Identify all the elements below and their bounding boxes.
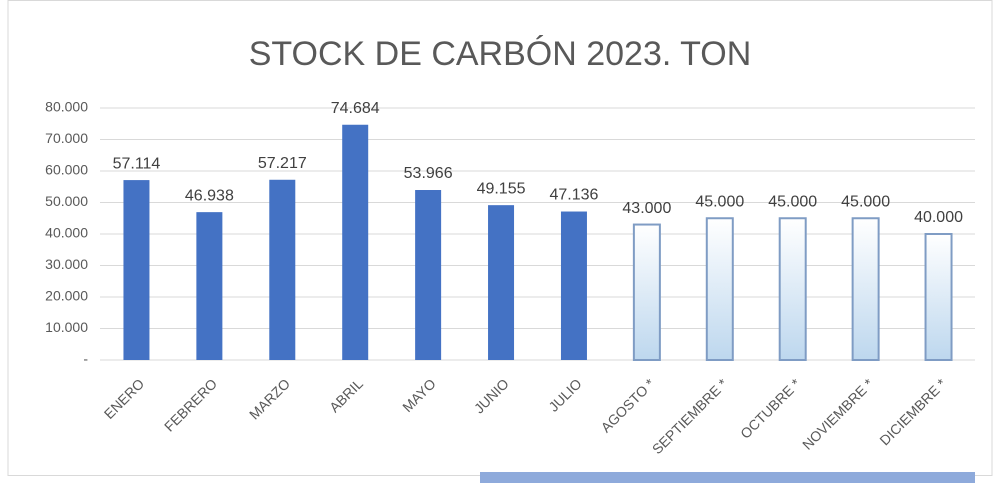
value-label: 46.938 xyxy=(185,187,234,204)
y-tick-label: 50.000 xyxy=(45,193,88,209)
bar xyxy=(924,233,953,361)
value-label: 40.000 xyxy=(914,209,963,226)
bar xyxy=(560,211,587,360)
x-tick-label: MAYO xyxy=(399,375,439,415)
bar xyxy=(269,179,296,360)
bar xyxy=(415,190,442,360)
bar xyxy=(342,124,369,361)
bar xyxy=(851,217,880,361)
value-label: 74.684 xyxy=(331,100,380,117)
bar xyxy=(632,223,661,361)
y-tick-label: - xyxy=(83,351,88,367)
y-tick-label: 40.000 xyxy=(45,225,88,241)
y-tick-label: 70.000 xyxy=(45,130,88,146)
chart-title: STOCK DE CARBÓN 2023. TON xyxy=(249,35,752,73)
y-tick-label: 60.000 xyxy=(45,162,88,178)
x-tick-label: JULIO xyxy=(545,375,584,414)
value-label: 45.000 xyxy=(695,193,744,210)
value-label: 53.966 xyxy=(404,165,453,182)
x-tick-label: SEPTIEMBRE * xyxy=(649,375,731,457)
x-tick-label: MARZO xyxy=(246,375,293,422)
x-tick-label: FEBRERO xyxy=(161,375,220,434)
y-tick-label: 80.000 xyxy=(45,99,88,115)
bar xyxy=(705,217,734,361)
value-label: 43.000 xyxy=(622,200,671,217)
x-tick-label: NOVIEMBRE * xyxy=(799,375,877,453)
value-label: 57.217 xyxy=(258,155,307,172)
x-tick-label: AGOSTO * xyxy=(598,375,658,435)
y-tick-label: 30.000 xyxy=(45,256,88,272)
bar xyxy=(488,205,515,360)
value-label: 49.155 xyxy=(477,180,526,197)
bar xyxy=(196,212,223,360)
x-tick-label: DICIEMBRE * xyxy=(876,375,949,448)
value-label: 57.114 xyxy=(113,155,161,172)
value-label: 45.000 xyxy=(768,193,817,210)
value-label: 45.000 xyxy=(841,193,890,210)
x-tick-label: OCTUBRE * xyxy=(737,375,804,442)
y-tick-label: 20.000 xyxy=(45,288,88,304)
y-tick-label: 10.000 xyxy=(45,319,88,335)
x-tick-label: JUNIO xyxy=(471,375,512,416)
value-label: 47.136 xyxy=(549,187,598,204)
decor-bar xyxy=(480,472,975,483)
x-tick-label: ABRIL xyxy=(326,375,366,415)
x-tick-label: ENERO xyxy=(101,375,148,422)
bar xyxy=(123,180,150,360)
bar xyxy=(778,217,807,361)
